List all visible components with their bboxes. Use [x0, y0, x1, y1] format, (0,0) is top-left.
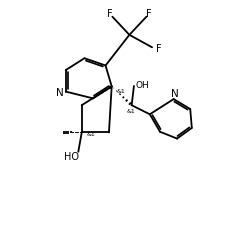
- Text: HO: HO: [64, 151, 79, 161]
- Text: OH: OH: [136, 81, 149, 90]
- Text: N: N: [171, 88, 179, 98]
- Text: N: N: [56, 87, 63, 97]
- Text: &1: &1: [126, 108, 135, 113]
- Text: &1: &1: [87, 132, 96, 136]
- Text: F: F: [156, 44, 161, 54]
- Text: F: F: [146, 9, 152, 19]
- Text: F: F: [107, 9, 112, 19]
- Text: &1: &1: [116, 88, 125, 94]
